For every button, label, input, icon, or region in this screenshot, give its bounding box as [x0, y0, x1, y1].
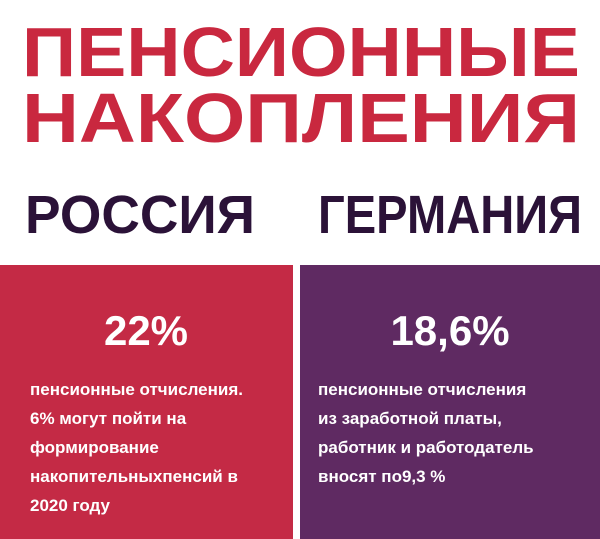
title-line: НАКОПЛЕНИЯ [22, 79, 580, 157]
description-line: накопительныхпенсий в [30, 467, 238, 486]
description-line: пенсионные отчисления [318, 380, 526, 399]
description-line: вносят по9,3 % [318, 467, 445, 486]
country-heading: РОССИЯ [25, 185, 255, 245]
description-line: из заработной платы, [318, 409, 502, 428]
stat-value: 18,6% [390, 307, 509, 354]
stat-value: 22% [104, 307, 188, 354]
description-line: работник и работодатель [318, 438, 534, 457]
russia-panel [0, 265, 293, 539]
description-line: 2020 году [30, 496, 111, 515]
country-heading: ГЕРМАНИЯ [318, 185, 582, 245]
title-line: ПЕНСИОННЫЕ [22, 13, 580, 91]
germany-panel [300, 265, 600, 539]
description-line: формирование [30, 438, 159, 457]
description-line: 6% могут пойти на [30, 409, 187, 428]
description-line: пенсионные отчисления. [30, 380, 243, 399]
